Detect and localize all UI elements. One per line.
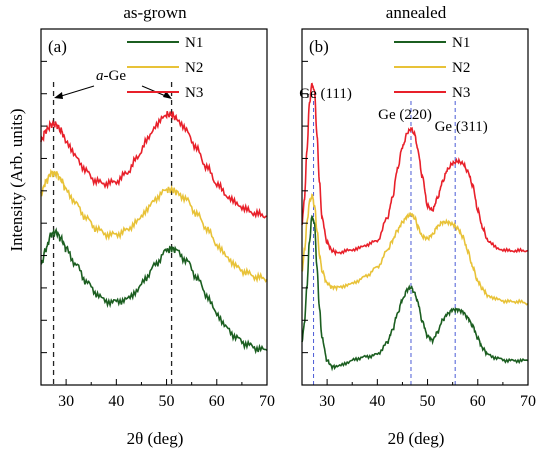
panel-a-x-ticks: 30 40 50 60 70	[40, 379, 275, 410]
panel-b-title: annealed	[386, 3, 447, 22]
x-tick-label: 50	[159, 393, 175, 410]
panel-b-y-ticks	[302, 60, 308, 354]
legend-label-n2: N2	[185, 60, 203, 76]
x-tick-label: 70	[520, 393, 536, 410]
x-tick-label: 70	[259, 393, 275, 410]
panel-a-frame	[40, 28, 268, 386]
panel-a: as-grown 30 40 50 60 70 (a) a-Ge N1 N2 N3 2θ (…	[40, 3, 275, 448]
panel-a-y-ticks	[41, 60, 47, 354]
legend-label-n2: N2	[452, 60, 470, 76]
series-line-n1	[301, 214, 529, 372]
peak-label: Ge (311)	[435, 119, 488, 135]
legend-label-n1: N1	[185, 35, 203, 51]
x-tick-label: 30	[319, 393, 335, 410]
y-axis-label: Intensity (Arb. units)	[7, 108, 26, 251]
panel-b-plot-area	[301, 82, 529, 385]
series-line-n3	[40, 111, 268, 219]
panel-a-label: (a)	[48, 37, 67, 56]
series-line-n2	[40, 168, 268, 284]
panel-b-label: (b)	[309, 37, 329, 56]
panel-b-x-axis-label: 2θ (deg)	[388, 429, 445, 448]
x-tick-label: 40	[108, 393, 124, 410]
panel-a-plot-area	[40, 82, 268, 385]
panel-b: annealed 30 40 50 60 70 (b) Ge (111) Ge (220)…	[299, 3, 536, 448]
peak-label: Ge (220)	[378, 107, 432, 123]
panel-a-x-axis-label: 2θ (deg)	[127, 429, 184, 448]
panel-a-legend: N1 N2 N3	[127, 35, 203, 101]
panel-b-frame	[301, 28, 529, 386]
x-tick-label: 60	[209, 393, 225, 410]
series-line-n1	[40, 227, 268, 355]
panel-a-title: as-grown	[123, 3, 187, 22]
x-tick-label: 60	[470, 393, 486, 410]
legend-label-n3: N3	[185, 85, 203, 101]
peak-label: Ge (111)	[299, 86, 352, 102]
x-tick-label: 30	[58, 393, 74, 410]
annotation-arrowhead-left	[54, 92, 63, 99]
panel-b-peak-labels: Ge (111) Ge (220)Ge (311)	[299, 86, 488, 135]
legend-label-n1: N1	[452, 35, 470, 51]
panel-a-annotation: a-Ge	[96, 68, 126, 84]
annotation-arrow-left	[57, 85, 95, 98]
panel-b-legend: N1 N2 N3	[394, 35, 470, 101]
x-tick-label: 50	[420, 393, 436, 410]
x-tick-label: 40	[369, 393, 385, 410]
panel-b-x-ticks: 30 40 50 60 70	[301, 379, 536, 410]
legend-label-n3: N3	[452, 85, 470, 101]
series-line-n3	[301, 82, 529, 257]
series-line-n2	[301, 193, 529, 306]
